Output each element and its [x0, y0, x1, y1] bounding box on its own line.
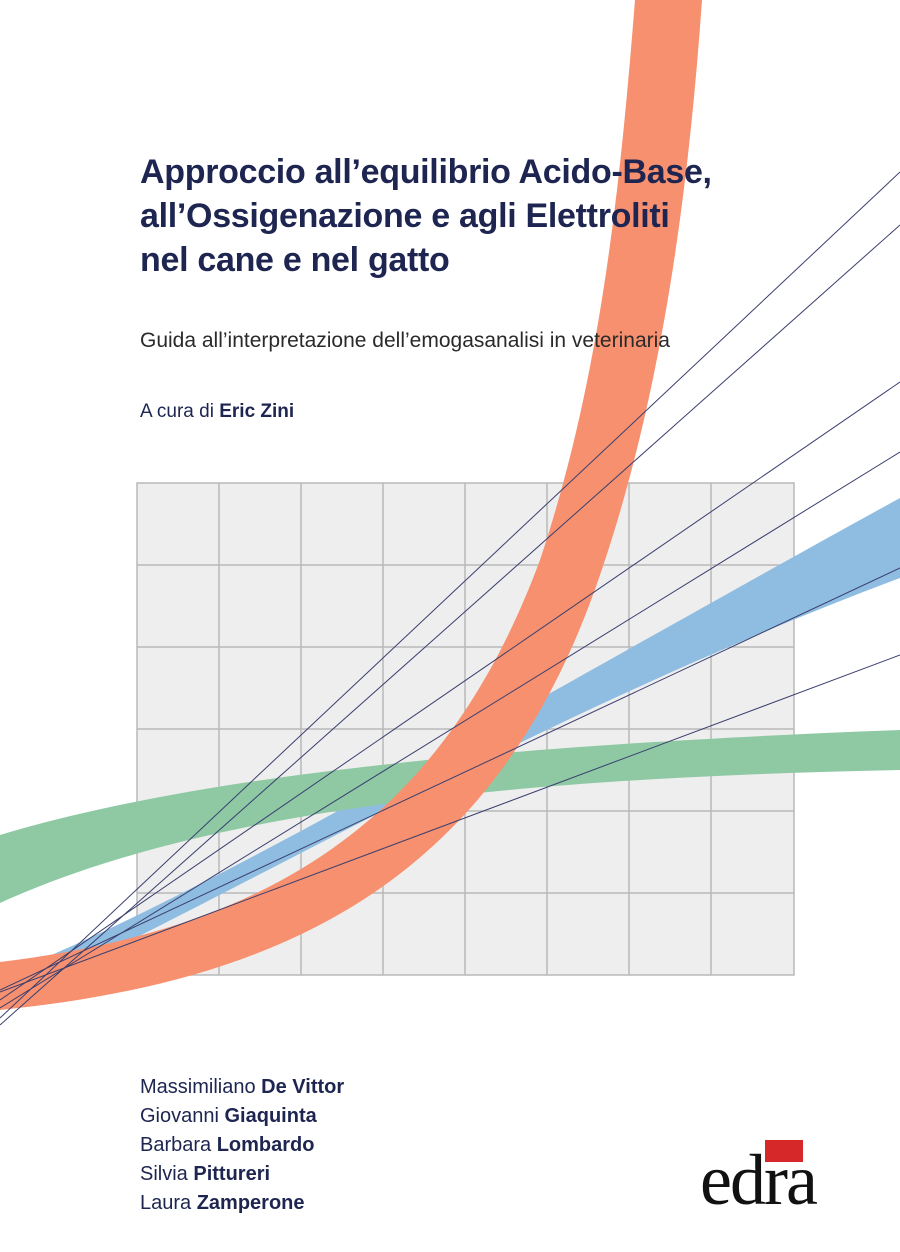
logo-accent-bar: [765, 1140, 803, 1162]
author-first-name: Silvia: [140, 1163, 188, 1185]
author-item: Giovanni Giaquinta: [140, 1102, 344, 1131]
title-line-1: Approccio all’equilibrio Acido-Base,: [140, 153, 712, 191]
author-last-name: Lombardo: [216, 1134, 315, 1156]
book-subtitle: Guida all’interpretazione dell’emogasana…: [140, 329, 670, 352]
title-line-3: nel cane e nel gatto: [140, 241, 450, 279]
publisher-logo: edra: [683, 1140, 833, 1220]
author-last-name: Pittureri: [193, 1163, 271, 1185]
author-item: Barbara Lombardo: [140, 1131, 344, 1160]
orange-band: [0, 0, 702, 1010]
author-first-name: Giovanni: [140, 1105, 219, 1127]
publisher-name: edra: [700, 1140, 818, 1220]
title-line-2: all’Ossigenazione e agli Elettroliti: [140, 197, 670, 235]
blue-band: [40, 498, 900, 975]
author-list: Massimiliano De Vittor Giovanni Giaquint…: [140, 1073, 344, 1218]
curator-line: A cura di Eric Zini: [140, 399, 294, 425]
book-title: Approccio all’equilibrio Acido-Base, all…: [140, 150, 840, 282]
thin-lines: [0, 171, 900, 1026]
author-last-name: Giaquinta: [224, 1105, 317, 1127]
author-first-name: Barbara: [140, 1134, 212, 1156]
author-last-name: Zamperone: [196, 1192, 305, 1214]
green-band: [0, 730, 900, 903]
author-first-name: Laura: [140, 1192, 192, 1214]
curator-prefix: A cura di: [140, 401, 220, 422]
curator-name: Eric Zini: [219, 401, 295, 422]
author-item: Laura Zamperone: [140, 1189, 344, 1218]
author-last-name: De Vittor: [261, 1076, 345, 1098]
author-item: Silvia Pittureri: [140, 1160, 344, 1189]
author-item: Massimiliano De Vittor: [140, 1073, 344, 1102]
author-first-name: Massimiliano: [140, 1076, 256, 1098]
